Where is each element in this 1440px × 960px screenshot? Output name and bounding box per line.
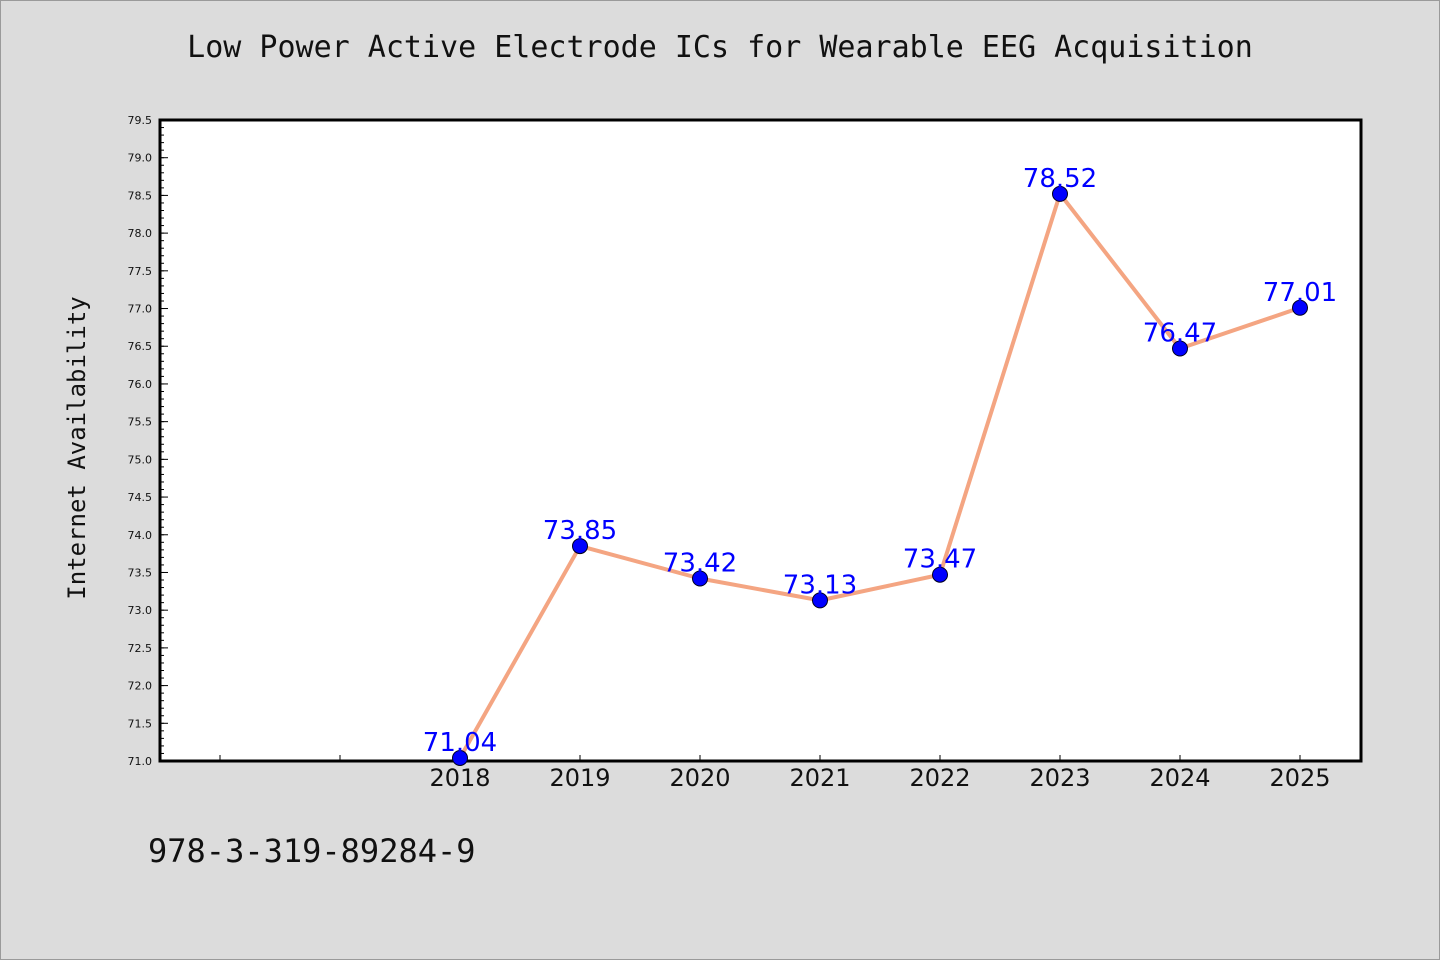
x-tick-label: 2024 (1149, 764, 1210, 792)
x-tick-label: 2020 (669, 764, 730, 792)
data-point (692, 570, 708, 587)
data-point (452, 749, 468, 766)
y-tick-label: 77.0 (128, 303, 153, 316)
y-tick-label: 71.5 (128, 717, 153, 730)
data-label: 73.85 (543, 516, 617, 546)
y-tick-label: 76.0 (128, 378, 153, 391)
footer-code: 978-3-319-89284-9 (148, 832, 476, 870)
data-label: 73.47 (903, 545, 977, 575)
y-tick-label: 79.5 (128, 114, 153, 127)
axis-ticks: 71.0 71.5 72.0 72.5 73.0 73.5 74.0 74.5 75.0 75.5… (128, 114, 1331, 792)
data-point (572, 538, 588, 555)
data-label: 73.13 (783, 570, 857, 600)
x-tick-label: 2021 (789, 764, 850, 792)
y-tick-label: 76.5 (128, 340, 153, 353)
y-tick-label: 71.0 (128, 755, 153, 768)
y-tick-label: 74.0 (128, 529, 153, 542)
y-tick-label: 72.0 (128, 680, 153, 693)
data-point (932, 566, 948, 583)
chart-title: Low Power Active Electrode ICs for Weara… (187, 30, 1253, 65)
y-tick-label: 77.5 (128, 265, 153, 278)
data-point (812, 592, 828, 609)
x-tick-label: 2019 (549, 764, 610, 792)
y-tick-label: 72.5 (128, 642, 153, 655)
data-point (1052, 185, 1068, 202)
y-tick-label: 79.0 (128, 152, 153, 165)
x-tick-label: 2018 (429, 764, 490, 792)
data-label: 73.42 (663, 549, 737, 579)
series-line (458, 191, 1301, 759)
y-tick-label: 75.0 (128, 453, 153, 466)
series-layer: 71.04 73.85 73.42 73.13 73.47 78.52 76.47 77.01 (423, 164, 1337, 766)
y-tick-label: 74.5 (128, 491, 153, 504)
data-point (1172, 340, 1188, 357)
data-label: 78.52 (1023, 164, 1097, 194)
y-tick-label: 73.0 (128, 604, 153, 617)
plot-background (158, 118, 1363, 763)
y-tick-label: 73.5 (128, 566, 153, 579)
y-tick-label: 75.5 (128, 416, 153, 429)
data-point (1292, 299, 1308, 316)
x-tick-label: 2023 (1029, 764, 1090, 792)
data-label: 71.04 (423, 728, 497, 758)
data-label: 76.47 (1143, 318, 1217, 348)
data-label: 77.01 (1263, 278, 1337, 308)
x-tick-label: 2022 (909, 764, 970, 792)
y-tick-label: 78.5 (128, 189, 153, 202)
y-tick-label: 78.0 (128, 227, 153, 240)
x-tick-label: 2025 (1269, 764, 1330, 792)
